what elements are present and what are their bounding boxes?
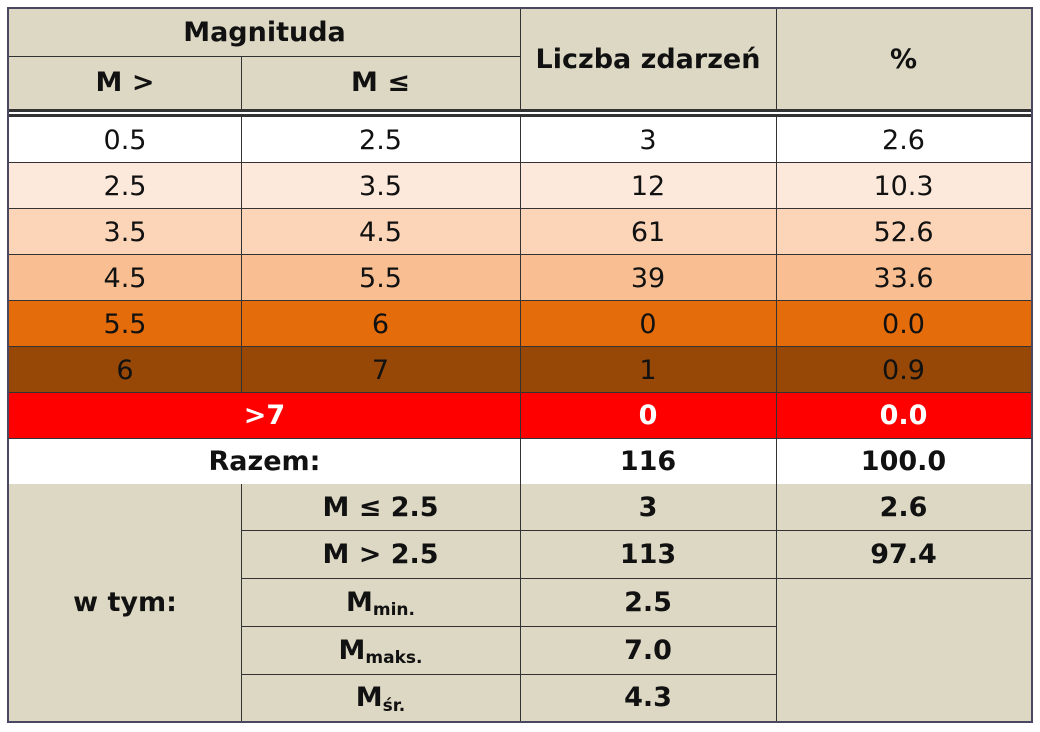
- subset-mavg-value: 4.3: [520, 674, 776, 721]
- table-cell-percent: 33.6: [776, 255, 1031, 301]
- table-cell-percent: 52.6: [776, 209, 1031, 255]
- subset-gt25-percent: 97.4: [776, 530, 1031, 578]
- table-cell-m-le: 6: [241, 301, 520, 347]
- table-cell-m-le: 3.5: [241, 163, 520, 209]
- grid-line: [241, 56, 242, 109]
- table-cell-m-le: 5.5: [241, 255, 520, 301]
- table-cell-percent: 0.0: [776, 301, 1031, 347]
- table-cell-m-gt: 4.5: [9, 255, 241, 301]
- table-cell-count: 12: [520, 163, 776, 209]
- subset-le25-percent: 2.6: [776, 484, 1031, 530]
- subset-gt25-label: M > 2.5: [241, 530, 520, 578]
- table-cell-percent: 0.9: [776, 347, 1031, 393]
- grid-line: [776, 117, 777, 721]
- subset-le25-count: 3: [520, 484, 776, 530]
- header-liczba-zdarzen: Liczba zdarzeń: [520, 9, 776, 109]
- grid-line: [241, 674, 776, 675]
- table-cell-count: 0: [520, 301, 776, 347]
- grid-line: [9, 56, 520, 57]
- table-cell-count: 61: [520, 209, 776, 255]
- total-count: 116: [520, 438, 776, 484]
- grid-line: [241, 626, 776, 627]
- table-cell-count: 3: [520, 117, 776, 163]
- header-double-line: [9, 114, 1031, 117]
- total-label: Razem:: [9, 438, 520, 484]
- table-cell-m-le: 2.5: [241, 117, 520, 163]
- grid-line: [520, 117, 521, 721]
- over7-count: 0: [520, 392, 776, 438]
- subset-gt25-count: 113: [520, 530, 776, 578]
- mmax-base: M: [338, 634, 366, 666]
- table-cell-percent: 2.6: [776, 117, 1031, 163]
- over7-label: >7: [9, 392, 520, 438]
- magnitude-table: [7, 7, 1033, 723]
- table-cell-m-gt: 6: [9, 347, 241, 393]
- subset-label: w tym:: [9, 484, 241, 721]
- grid-line: [241, 117, 242, 392]
- table-cell-count: 39: [520, 255, 776, 301]
- grid-line: [776, 9, 777, 109]
- over7-percent: 0.0: [776, 392, 1031, 438]
- table-cell-m-gt: 0.5: [9, 117, 241, 163]
- grid-line: [520, 9, 521, 109]
- grid-line: [241, 484, 242, 721]
- header-m-gt: M >: [9, 56, 241, 109]
- mmax-subscript: maks.: [365, 648, 423, 668]
- subset-le25-label: M ≤ 2.5: [241, 484, 520, 530]
- mmin-subscript: min.: [372, 600, 415, 620]
- grid-line: [241, 578, 776, 579]
- table-cell-m-gt: 2.5: [9, 163, 241, 209]
- mavg-base: M: [355, 682, 383, 713]
- table-cell-m-gt: 5.5: [9, 301, 241, 347]
- table-cell-m-le: 4.5: [241, 209, 520, 255]
- table-cell-count: 1: [520, 347, 776, 393]
- grid-line: [776, 530, 1031, 531]
- grid-line: [241, 530, 776, 531]
- header-percent: %: [776, 9, 1031, 109]
- header-m-le: M ≤: [241, 56, 520, 109]
- header-double-line: [9, 109, 1031, 112]
- subset-mmin-value: 2.5: [520, 578, 776, 626]
- subset-percent-empty: [776, 578, 1031, 721]
- mmin-base: M: [346, 586, 373, 618]
- subset-mmax-value: 7.0: [520, 626, 776, 674]
- header-magnituda: Magnituda: [9, 9, 520, 56]
- grid-line: [776, 578, 1031, 579]
- table-cell-m-le: 7: [241, 347, 520, 393]
- table-cell-percent: 10.3: [776, 163, 1031, 209]
- table-cell-m-gt: 3.5: [9, 209, 241, 255]
- mavg-subscript: śr.: [382, 695, 406, 716]
- total-percent: 100.0: [776, 438, 1031, 484]
